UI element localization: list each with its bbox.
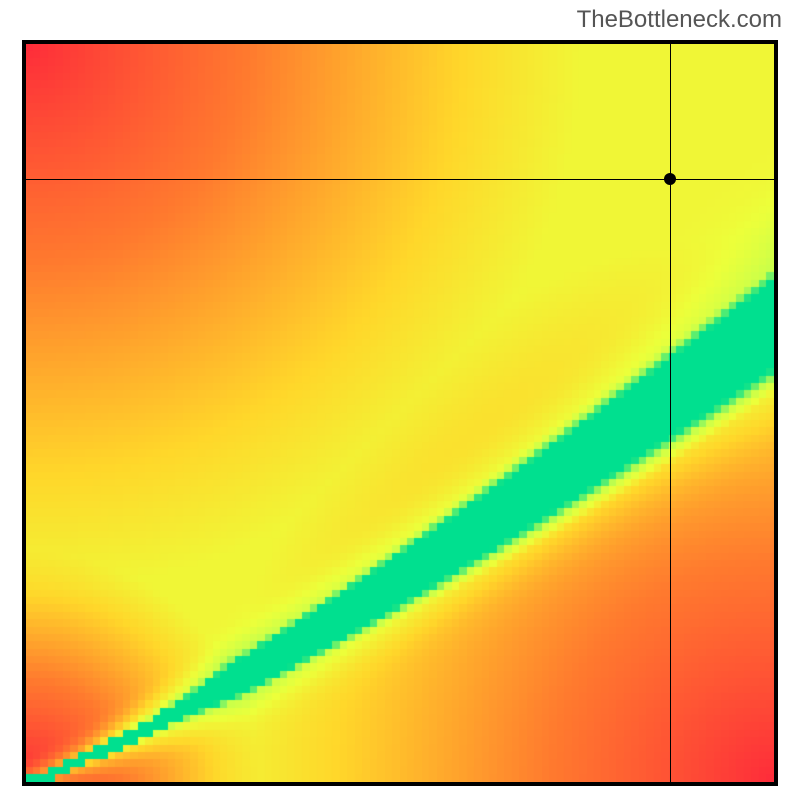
heatmap-canvas [26,44,774,782]
crosshair-horizontal [26,179,774,180]
plot-frame [22,40,778,786]
crosshair-marker-dot [664,173,676,185]
crosshair-vertical [670,44,671,782]
chart-container: TheBottleneck.com [0,0,800,800]
watermark-text: TheBottleneck.com [577,6,782,34]
